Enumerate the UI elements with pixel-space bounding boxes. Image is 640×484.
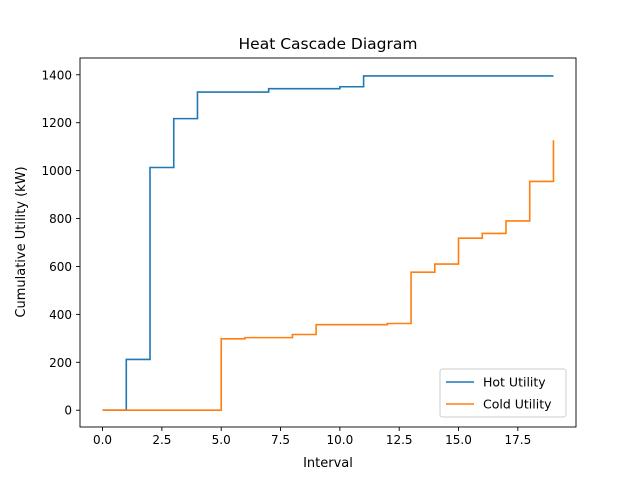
legend: Hot Utility Cold Utility <box>439 368 567 418</box>
x-axis-label: Interval <box>303 456 353 471</box>
y-tick-label: 200 <box>49 356 72 370</box>
legend-box <box>439 368 567 418</box>
x-tick-label: 7.5 <box>271 433 290 447</box>
x-tick-label: 15.0 <box>445 433 472 447</box>
series-line-hot-utility <box>102 75 554 412</box>
plot-area: 0.0 2.5 5.0 7.5 10.0 12.5 15.0 17.5 0 200 400 600 80… <box>41 57 577 447</box>
x-tick-label: 5.0 <box>212 433 231 447</box>
y-axis-label: Cumulative Utility (kW) <box>14 166 29 317</box>
x-tick-label: 0.0 <box>93 433 112 447</box>
y-tick-label: 600 <box>49 260 72 274</box>
y-tick-label: 0 <box>64 404 72 418</box>
x-tick-label: 17.5 <box>504 433 531 447</box>
y-tick-label: 1200 <box>41 116 72 130</box>
y-tick-label: 1400 <box>41 68 72 82</box>
legend-label-cold-utility: Cold Utility <box>483 397 552 412</box>
series-line-cold-utility <box>102 140 555 412</box>
x-tick-label: 2.5 <box>152 433 171 447</box>
y-tick-label: 800 <box>49 212 72 226</box>
chart-title: Heat Cascade Diagram <box>239 35 418 53</box>
y-tick-label: 400 <box>49 308 72 322</box>
x-tick-label: 12.5 <box>386 433 413 447</box>
legend-label-hot-utility: Hot Utility <box>483 375 546 390</box>
x-tick-label: 10.0 <box>327 433 354 447</box>
axes-frame <box>79 57 577 428</box>
y-tick-label: 1000 <box>41 164 72 178</box>
